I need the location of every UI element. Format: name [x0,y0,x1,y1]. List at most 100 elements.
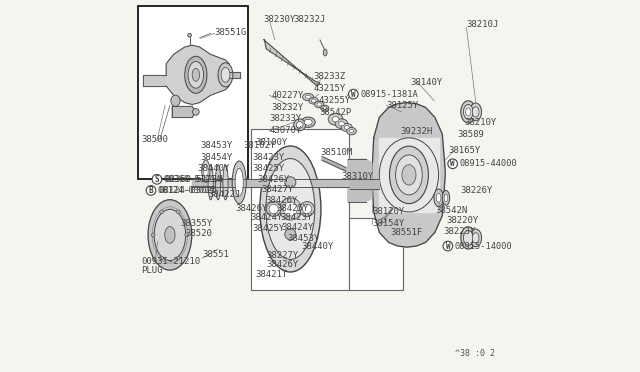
Ellipse shape [160,210,163,214]
Text: 38227Y: 38227Y [266,251,298,260]
Text: 38426Y: 38426Y [236,204,268,213]
Ellipse shape [285,229,296,240]
Ellipse shape [266,202,281,217]
Text: 38440Y: 38440Y [301,241,333,250]
Ellipse shape [436,193,441,202]
Text: 43070Y: 43070Y [269,126,301,135]
Text: 38232Y: 38232Y [271,103,303,112]
Ellipse shape [148,200,192,270]
Text: 08360-51214: 08360-51214 [164,175,223,184]
Text: S: S [155,175,159,184]
Ellipse shape [279,198,301,220]
Ellipse shape [323,107,327,110]
Ellipse shape [317,103,321,106]
Text: 38355Y: 38355Y [180,219,212,228]
Ellipse shape [402,165,416,185]
Polygon shape [372,103,445,247]
Text: 38154Y: 38154Y [372,219,404,228]
Ellipse shape [218,63,233,87]
Text: 38425Y: 38425Y [253,224,285,233]
Ellipse shape [269,204,278,214]
Text: 38426Y: 38426Y [257,175,289,184]
Ellipse shape [305,95,311,99]
Ellipse shape [442,190,450,205]
Ellipse shape [390,146,428,203]
Ellipse shape [193,109,199,115]
Text: 43255Y: 43255Y [319,96,351,105]
Text: 38232J: 38232J [293,16,326,25]
Text: 38426Y: 38426Y [266,260,298,269]
Circle shape [448,159,458,169]
Ellipse shape [235,169,243,196]
Ellipse shape [303,93,314,101]
Text: 08124-03025: 08124-03025 [157,186,216,195]
Text: W: W [451,159,455,168]
Ellipse shape [266,158,315,259]
Text: 38589: 38589 [457,130,484,140]
Text: 40227Y: 40227Y [271,91,303,100]
Text: 38165Y: 38165Y [448,146,480,155]
Ellipse shape [304,119,312,125]
Ellipse shape [434,189,444,207]
Text: 38310Y: 38310Y [342,172,374,181]
Ellipse shape [461,101,476,123]
Text: 38453Y: 38453Y [201,141,233,151]
Text: 38542N: 38542N [435,206,467,215]
Ellipse shape [335,119,348,129]
Text: 38140Y: 38140Y [411,78,443,87]
Ellipse shape [301,117,315,128]
Circle shape [146,186,156,195]
Text: 38223Y: 38223Y [443,227,476,236]
Ellipse shape [177,256,180,260]
Ellipse shape [302,204,312,214]
Ellipse shape [284,202,298,216]
Text: 38425Y: 38425Y [253,164,285,173]
Text: 38520: 38520 [186,229,212,238]
Text: 38233Y: 38233Y [269,115,301,124]
Ellipse shape [347,128,356,135]
Ellipse shape [309,97,318,104]
Ellipse shape [294,119,305,131]
Text: 38551G: 38551G [214,28,246,37]
Polygon shape [172,106,196,118]
Ellipse shape [188,61,204,88]
Ellipse shape [461,227,476,249]
Ellipse shape [285,177,296,188]
Text: 38453Y: 38453Y [288,234,320,243]
Ellipse shape [160,256,163,260]
Text: ^38 :0 2: ^38 :0 2 [455,349,495,358]
Text: 08360-51214: 08360-51214 [164,175,221,184]
Ellipse shape [463,105,473,119]
Text: 38210Y: 38210Y [465,119,497,128]
Ellipse shape [232,161,246,203]
Text: 38500: 38500 [141,135,168,144]
Text: W: W [351,90,356,99]
Text: 38440Y: 38440Y [197,164,229,173]
Text: 08915-14000: 08915-14000 [454,241,512,250]
Ellipse shape [328,113,343,125]
Text: 38120Y: 38120Y [372,208,404,217]
Text: 39232H: 39232H [401,126,433,136]
Ellipse shape [188,33,191,37]
Ellipse shape [223,165,228,200]
Ellipse shape [470,229,481,247]
Text: 38425Y: 38425Y [276,204,308,213]
Text: 38542P: 38542P [319,108,351,117]
Text: 38421T: 38421T [255,270,287,279]
Text: 0093I-21210: 0093I-21210 [141,257,200,266]
Ellipse shape [164,227,175,243]
Circle shape [152,174,162,184]
Text: 38230Y: 38230Y [264,16,296,25]
Text: 43215Y: 43215Y [314,84,346,93]
Text: 38510M: 38510M [320,148,352,157]
Ellipse shape [171,95,180,106]
Ellipse shape [321,105,329,111]
Ellipse shape [344,126,349,129]
Text: 38220Y: 38220Y [446,216,478,225]
Ellipse shape [192,68,200,81]
Circle shape [349,89,358,99]
Ellipse shape [296,122,303,128]
Text: 38100Y: 38100Y [255,138,287,147]
Ellipse shape [470,103,481,121]
Text: 38102Y: 38102Y [243,141,276,151]
